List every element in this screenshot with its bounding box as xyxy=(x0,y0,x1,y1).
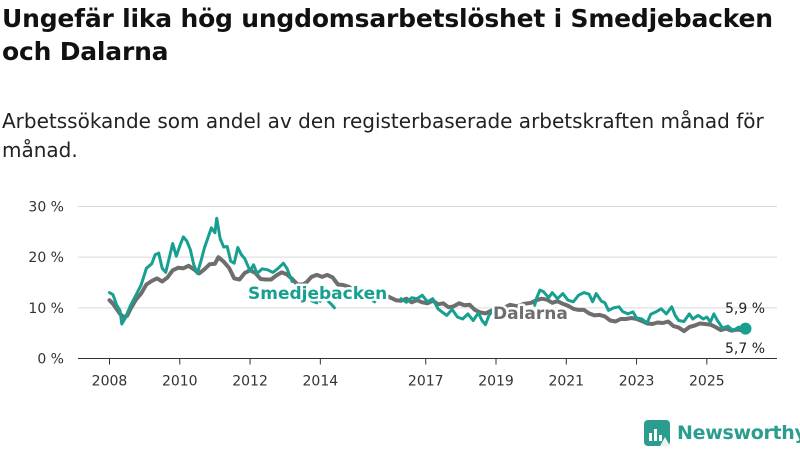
end-marker-smedjebacken xyxy=(739,322,752,335)
x-tick-label: 2023 xyxy=(619,374,655,390)
y-tick-label: 30 % xyxy=(28,200,64,216)
brand-logo[interactable]: Newsworthy xyxy=(643,418,800,448)
x-tick-label: 2019 xyxy=(478,374,514,390)
end-label-dalarna: 5,7 % xyxy=(725,341,765,357)
labels: 5,9 %5,7 %SmedjebackenSmedjebackenDalarn… xyxy=(246,282,766,358)
y-tick-label: 10 % xyxy=(28,301,64,317)
series-line-smedjebacken xyxy=(368,297,377,304)
series-line-smedjebacken xyxy=(318,295,336,310)
grid xyxy=(78,206,777,359)
series-line-smedjebacken xyxy=(533,288,747,333)
series-label-smedjebacken: Smedjebacken xyxy=(248,284,387,304)
x-tick-label: 2025 xyxy=(689,374,725,390)
series-line-dalarna xyxy=(107,255,748,334)
y-tick-label: 20 % xyxy=(28,250,64,266)
axes: 0 % 10 % 20 % 30 % 2008 2010 2012 2014 2017 2019 2… xyxy=(28,200,724,390)
bar-chart-icon xyxy=(644,420,670,446)
chart-title: Ungefär lika hög ungdomsarbetslöshet i S… xyxy=(2,4,773,66)
series-line-smedjebacken xyxy=(108,216,294,326)
y-tick-label: 0 % xyxy=(37,352,64,368)
end-label-smedjebacken: 5,9 % xyxy=(725,301,765,317)
x-tick-label: 2010 xyxy=(162,374,198,390)
x-tick-label: 2014 xyxy=(303,374,339,390)
x-tick-label: 2021 xyxy=(548,374,584,390)
series xyxy=(107,216,752,335)
series-line-smedjebacken xyxy=(304,287,319,305)
series-label-dalarna-halo: Dalarna xyxy=(493,304,568,324)
series-label-dalarna: Dalarna xyxy=(493,304,568,324)
series-label-smedjebacken-halo: Smedjebacken xyxy=(248,284,387,304)
x-tick-label: 2008 xyxy=(92,374,128,390)
brand-name: Newsworthy xyxy=(677,422,800,444)
x-tick-label: 2017 xyxy=(408,374,444,390)
series-line-smedjebacken xyxy=(399,293,498,327)
chart-subtitle: Arbetssökande som andel av den registerb… xyxy=(2,109,764,162)
x-tick-label: 2012 xyxy=(232,374,268,390)
